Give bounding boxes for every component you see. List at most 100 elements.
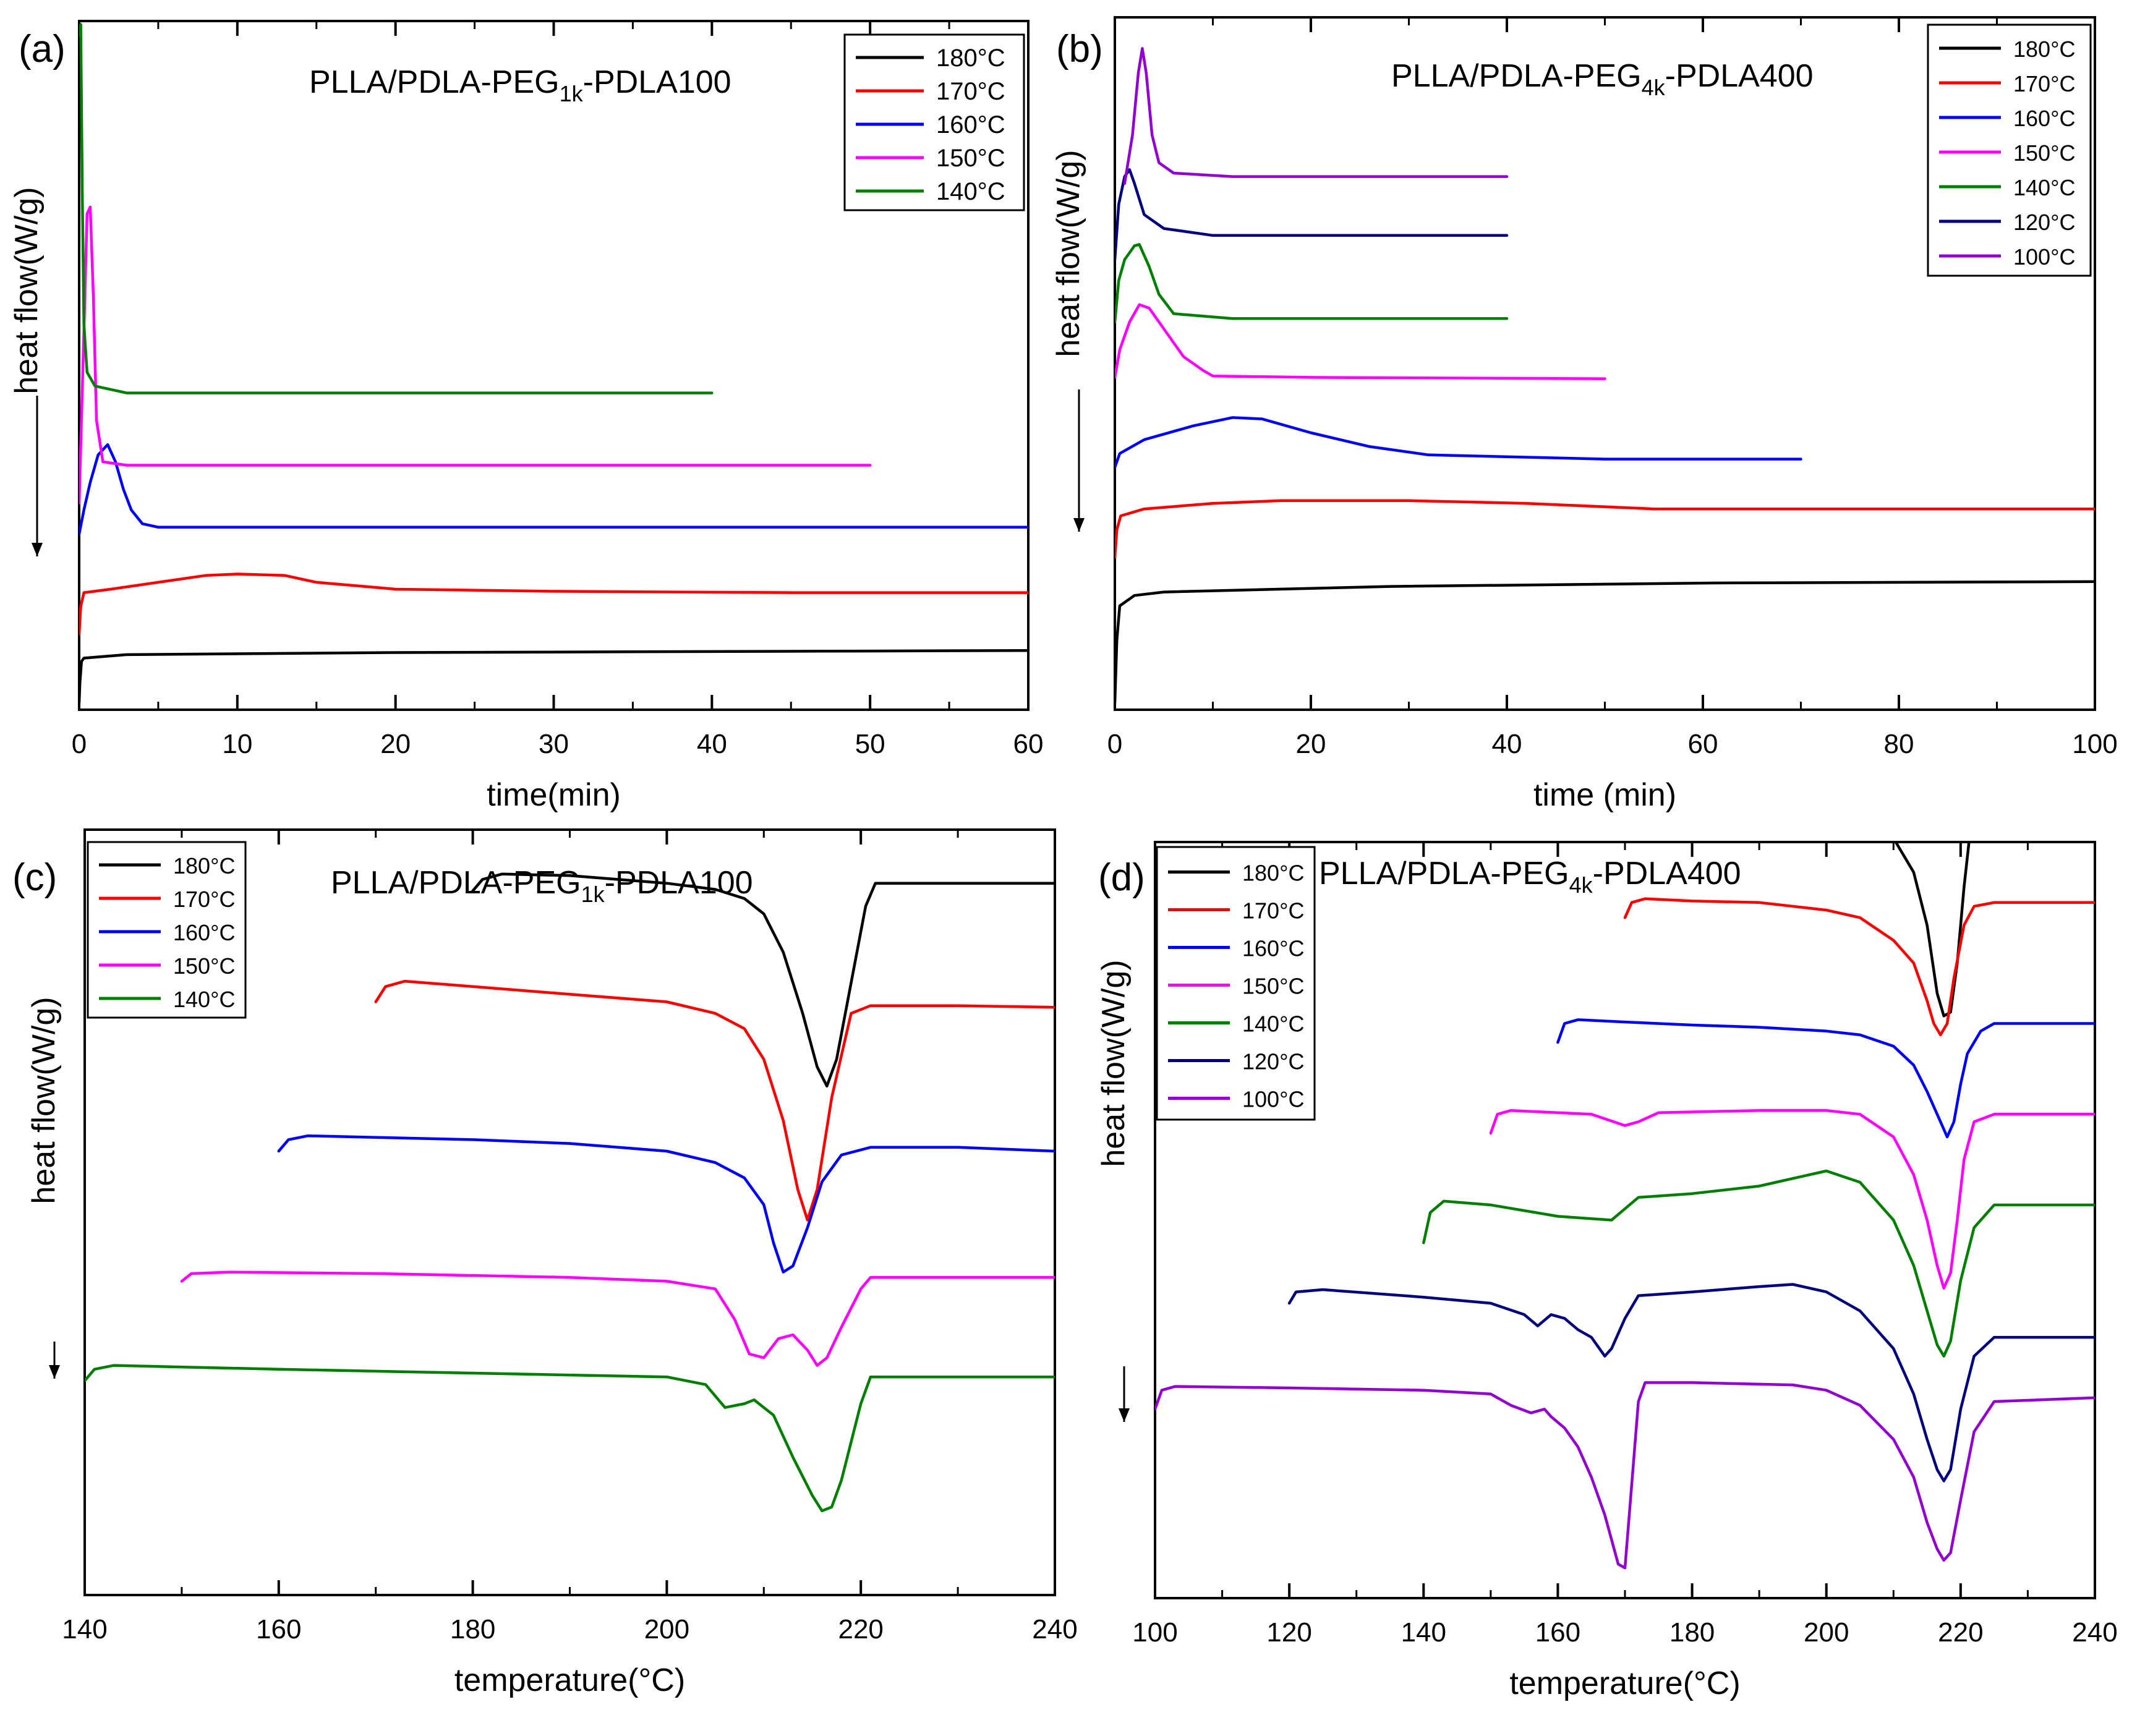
series-layer xyxy=(85,872,1055,1513)
x-tick-label: 240 xyxy=(1032,1614,1077,1645)
y-axis-label: heat flow(W/g) xyxy=(1051,150,1086,357)
legend: 180°C 170°C 160°C 150°C 140°C 120°C 100°C xyxy=(1927,23,2092,277)
series-line-170c xyxy=(1623,897,2095,1037)
chart-title-main: PLLA/PDLA-PEG xyxy=(331,865,581,901)
panel-label: (b) xyxy=(1056,28,1103,70)
x-tick-label: 240 xyxy=(2072,1617,2117,1648)
chart-panel-a: 0 10 20 30 40 50 60 time(min) heat flow(W/g) (a) P… xyxy=(9,20,1044,813)
chart-title-subscript: 4k xyxy=(1569,872,1593,898)
series-line-150c xyxy=(180,1270,1055,1367)
series-line-140c xyxy=(79,23,714,394)
chart-title: PLLA/PDLA-PEG1k-PDLA100 xyxy=(331,865,753,907)
legend: 180°C 170°C 160°C 150°C 140°C 120°C 100°C xyxy=(1156,846,1316,1121)
legend-label: 180°C xyxy=(173,853,235,879)
legend-label: 140°C xyxy=(2013,175,2075,200)
chart-panel-b: 0 20 40 60 80 100 time (min) heat flow(W/g) (b) P… xyxy=(1051,16,2118,813)
series-line-180c xyxy=(79,649,1028,705)
legend-label: 120°C xyxy=(1242,1049,1304,1074)
series-line-180c xyxy=(1894,842,1971,1018)
x-tick-label: 180 xyxy=(450,1614,495,1645)
chart-title-subscript: 4k xyxy=(1642,75,1666,100)
series-line-180c xyxy=(1115,580,2095,705)
series-line-140c xyxy=(1115,243,1509,324)
series-layer xyxy=(79,23,1028,705)
heat-flow-arrow-head-icon xyxy=(49,1365,60,1379)
legend-label: 160°C xyxy=(173,920,235,945)
x-tick-label: 180 xyxy=(1669,1617,1715,1648)
chart-title-main: PLLA/PDLA-PEG xyxy=(309,64,560,100)
x-tick-label: 40 xyxy=(697,729,727,759)
series-line-150c xyxy=(79,205,872,505)
legend-label: 170°C xyxy=(1242,898,1304,924)
x-tick-label: 20 xyxy=(380,729,411,759)
series-line-150c xyxy=(1115,303,1606,380)
x-tick-label: 80 xyxy=(1884,729,1914,759)
panel-label: (a) xyxy=(19,28,66,70)
series-line-160c xyxy=(1115,416,1802,469)
heat-flow-arrow-head-icon xyxy=(32,543,43,556)
series-line-140c xyxy=(85,1364,1055,1513)
series-line-170c xyxy=(1115,499,2095,559)
chart-title: PLLA/PDLA-PEG1k-PDLA100 xyxy=(309,64,731,106)
legend-box xyxy=(1927,23,2092,277)
x-tick-label: 60 xyxy=(1013,729,1044,759)
series-line-160c xyxy=(277,1134,1055,1274)
legend-label: 160°C xyxy=(1242,936,1304,961)
legend-label: 170°C xyxy=(2013,71,2075,96)
legend-label: 150°C xyxy=(2013,140,2075,166)
legend-label: 150°C xyxy=(936,145,1005,172)
legend-box xyxy=(1156,846,1316,1121)
legend-label: 160°C xyxy=(936,111,1005,138)
x-tick-label: 140 xyxy=(1401,1617,1446,1648)
legend-label: 160°C xyxy=(2013,106,2075,131)
legend-label: 100°C xyxy=(1242,1087,1304,1112)
legend-label: 100°C xyxy=(2013,244,2075,270)
x-tick-label: 140 xyxy=(62,1614,107,1645)
chart-panel-d: 100 120 140 160 180 200 220 240 temperature(°C) h… xyxy=(1096,841,2118,1701)
x-tick-label: 50 xyxy=(855,729,885,759)
legend-label: 140°C xyxy=(936,178,1005,205)
legend: 180°C 170°C 160°C 150°C 140°C xyxy=(843,33,1025,211)
legend-label: 170°C xyxy=(173,887,235,912)
x-tick-label: 60 xyxy=(1688,729,1718,759)
series-line-180c xyxy=(471,872,1055,1087)
x-tick-label: 100 xyxy=(2072,729,2117,759)
legend-label: 140°C xyxy=(173,987,235,1012)
series-line-160c xyxy=(79,443,1028,536)
chart-title-subscript: 1k xyxy=(581,882,605,907)
x-tick-label: 40 xyxy=(1492,729,1522,759)
legend-box xyxy=(87,841,247,1019)
legend-label: 180°C xyxy=(1242,861,1304,886)
y-axis-label: heat flow(W/g) xyxy=(9,187,45,394)
legend-label: 180°C xyxy=(936,45,1005,72)
legend-label: 170°C xyxy=(936,78,1005,105)
chart-title: PLLA/PDLA-PEG4k-PDLA400 xyxy=(1319,856,1741,898)
x-tick-label: 20 xyxy=(1296,729,1326,759)
legend-label: 150°C xyxy=(1242,974,1304,999)
series-line-170c xyxy=(79,572,1028,636)
x-tick-label: 160 xyxy=(256,1614,301,1645)
x-axis-label: time (min) xyxy=(1533,777,1676,813)
x-tick-label: 200 xyxy=(644,1614,689,1645)
x-tick-label: 200 xyxy=(1804,1617,1849,1648)
chart-title-tail: -PDLA400 xyxy=(1665,58,1814,94)
y-axis-label: heat flow(W/g) xyxy=(1096,959,1132,1167)
series-line-120c xyxy=(1287,1283,2095,1483)
x-tick-label: 30 xyxy=(539,729,569,759)
x-tick-label: 160 xyxy=(1535,1617,1580,1648)
series-line-170c xyxy=(374,979,1055,1222)
series-layer xyxy=(1115,47,2095,705)
panel-label: (c) xyxy=(12,856,57,899)
x-tick-label: 10 xyxy=(222,729,252,759)
series-line-140c xyxy=(1422,1169,2095,1358)
series-line-120c xyxy=(1115,168,1509,262)
heat-flow-arrow-head-icon xyxy=(1073,518,1085,532)
x-tick-label: 220 xyxy=(1938,1617,1983,1648)
chart-title-tail: -PDLA100 xyxy=(583,64,731,100)
legend-label: 180°C xyxy=(2013,36,2075,62)
series-line-150c xyxy=(1489,1108,2095,1290)
y-axis-label: heat flow(W/g) xyxy=(26,997,62,1204)
chart-title-main: PLLA/PDLA-PEG xyxy=(1319,856,1569,891)
